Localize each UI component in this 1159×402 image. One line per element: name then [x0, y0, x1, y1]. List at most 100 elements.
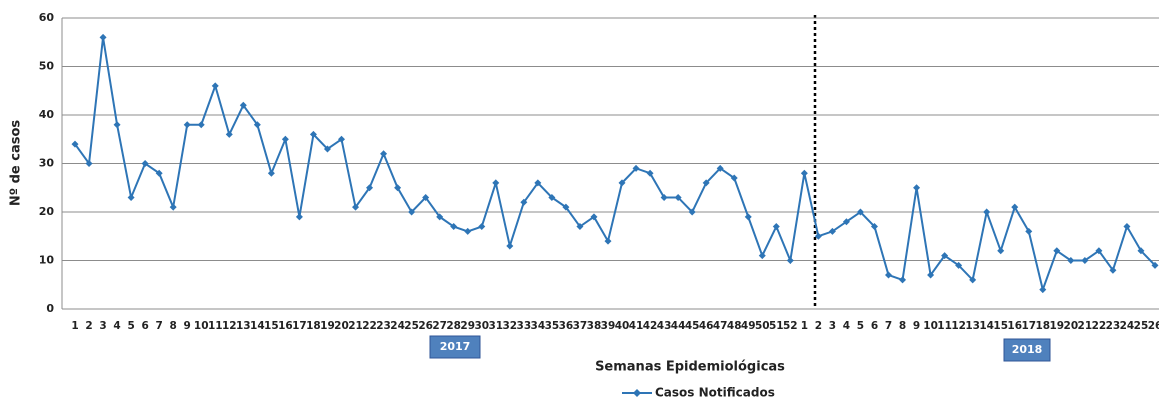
marker: [1151, 261, 1159, 269]
marker: [576, 223, 584, 231]
marker: [323, 145, 331, 153]
marker: [464, 227, 472, 235]
x-tick-label: 17: [292, 320, 307, 332]
marker: [983, 208, 991, 216]
marker: [506, 242, 514, 250]
y-axis-label: Nº de casos: [9, 120, 24, 207]
marker: [309, 130, 317, 138]
x-tick-label: 30: [474, 320, 489, 332]
marker: [197, 121, 205, 129]
x-tick-label: 34: [531, 320, 546, 332]
x-tick-label: 15: [264, 320, 279, 332]
x-tick-label: 32: [502, 320, 517, 332]
x-tick-label: 5: [857, 320, 864, 332]
marker: [366, 184, 374, 192]
marker: [450, 223, 458, 231]
x-tick-label: 1: [71, 320, 78, 332]
x-tick-label: 24: [390, 320, 405, 332]
marker: [758, 252, 766, 260]
x-tick-label: 19: [320, 320, 335, 332]
x-tick-label: 14: [979, 320, 994, 332]
x-tick-label: 48: [727, 320, 742, 332]
marker: [618, 179, 626, 187]
x-tick-label: 22: [1092, 320, 1107, 332]
x-tick-label: 14: [250, 320, 265, 332]
x-tick-label: 13: [236, 320, 251, 332]
x-tick-label: 26: [1148, 320, 1159, 332]
x-tick-label: 19: [1050, 320, 1065, 332]
x-tick-label: 29: [460, 320, 475, 332]
marker: [772, 223, 780, 231]
marker: [534, 179, 542, 187]
x-tick-label: 42: [643, 320, 658, 332]
marker: [169, 203, 177, 211]
x-tick-label: 3: [99, 320, 106, 332]
x-tick-label: 38: [587, 320, 602, 332]
marker: [786, 257, 794, 264]
x-tick-label: 18: [1035, 320, 1050, 332]
marker: [927, 271, 935, 279]
marker: [997, 247, 1005, 255]
y-tick-label: 60: [39, 11, 55, 24]
marker: [955, 261, 963, 269]
x-tick-label: 33: [517, 320, 532, 332]
x-tick-label: 12: [951, 320, 966, 332]
marker: [660, 193, 668, 201]
year-label: 2018: [1012, 343, 1043, 356]
x-tick-label: 36: [559, 320, 574, 332]
marker: [85, 160, 93, 167]
marker: [394, 184, 402, 192]
marker: [113, 121, 121, 129]
marker: [856, 208, 864, 216]
x-tick-label: 1: [801, 320, 808, 332]
marker: [913, 184, 921, 192]
marker: [800, 169, 808, 177]
marker: [155, 169, 163, 177]
marker: [941, 252, 949, 260]
x-tick-label: 52: [783, 320, 798, 332]
marker: [127, 193, 135, 201]
marker: [492, 179, 500, 187]
marker: [253, 121, 261, 129]
marker: [702, 179, 710, 187]
x-tick-label: 10: [194, 320, 209, 332]
marker: [885, 271, 893, 279]
marker: [730, 174, 738, 182]
marker: [520, 198, 528, 206]
x-tick-label: 26: [418, 320, 433, 332]
x-tick-label: 18: [306, 320, 321, 332]
x-tick-label: 49: [741, 320, 756, 332]
x-axis-label: Semanas Epidemiológicas: [595, 360, 785, 375]
marker: [225, 130, 233, 138]
marker: [408, 208, 416, 216]
marker: [969, 276, 977, 284]
x-tick-label: 25: [404, 320, 419, 332]
x-tick-label: 13: [965, 320, 980, 332]
x-tick-label: 12: [222, 320, 237, 332]
marker: [590, 213, 598, 221]
marker: [1109, 266, 1117, 274]
marker: [422, 193, 430, 201]
x-tick-label: 16: [1007, 320, 1022, 332]
x-tick-label: 2: [85, 320, 92, 332]
marker: [814, 232, 822, 240]
marker: [899, 276, 907, 284]
x-tick-label: 27: [432, 320, 447, 332]
x-tick-label: 39: [601, 320, 616, 332]
x-tick-label: 6: [871, 320, 878, 332]
marker: [239, 101, 247, 109]
x-tick-label: 4: [843, 320, 850, 332]
y-tick-label: 20: [39, 205, 55, 218]
x-tick-label: 8: [170, 320, 177, 332]
marker: [183, 121, 191, 129]
y-tick-label: 30: [39, 157, 55, 170]
x-tick-label: 45: [685, 320, 700, 332]
x-tick-label: 24: [1120, 320, 1135, 332]
year-box: [1003, 338, 1051, 362]
x-tick-label: 16: [278, 320, 293, 332]
marker: [870, 223, 878, 231]
y-tick-label: 0: [46, 302, 54, 315]
x-tick-label: 7: [885, 320, 892, 332]
marker: [1039, 286, 1047, 294]
marker: [211, 82, 219, 90]
